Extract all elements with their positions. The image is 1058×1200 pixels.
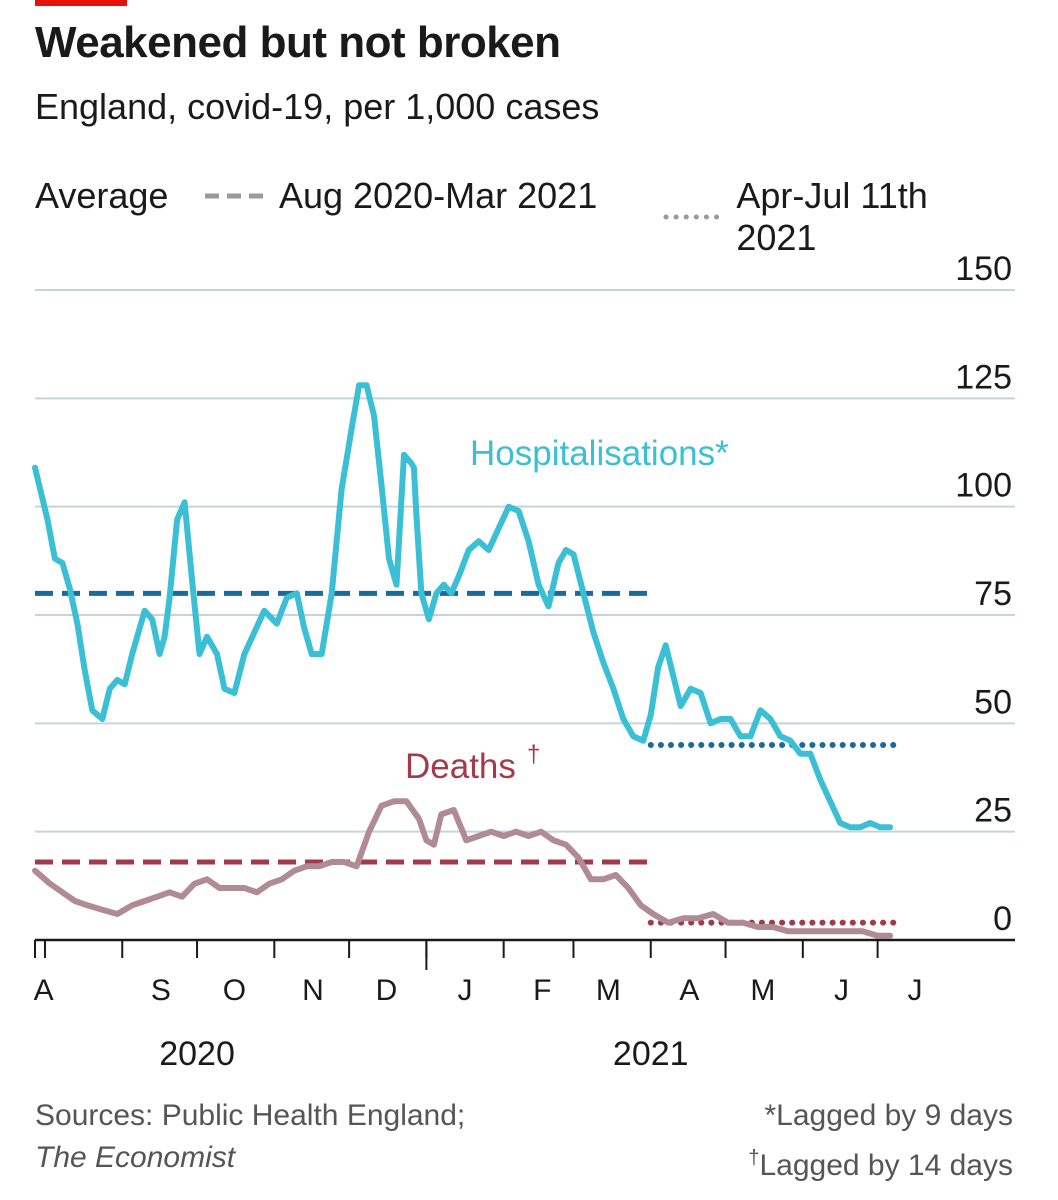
x-month-label: M bbox=[750, 974, 775, 1007]
footnotes: *Lagged by 9 days †Lagged by 14 days bbox=[748, 1095, 1013, 1187]
deaths-label: Deaths bbox=[405, 747, 516, 786]
legend-item-dashed-label: Aug 2020-Mar 2021 bbox=[279, 175, 598, 216]
y-tick-label: 0 bbox=[993, 900, 1012, 938]
x-month-label: J bbox=[908, 974, 923, 1007]
x-month-label: N bbox=[302, 974, 324, 1007]
y-tick-label: 100 bbox=[955, 467, 1012, 505]
hospitalisations-label: Hospitalisations* bbox=[470, 434, 729, 473]
legend-item-dotted-label: Apr-Jul 11th 2021 bbox=[736, 175, 928, 258]
footnote-hospitalisations: *Lagged by 9 days bbox=[764, 1099, 1013, 1132]
footnote-deaths-text: Lagged by 14 days bbox=[759, 1149, 1013, 1182]
legend-item-dotted: Apr-Jul 11th 2021 bbox=[663, 175, 1015, 259]
x-year-label: 2021 bbox=[613, 1035, 689, 1073]
x-month-label: J bbox=[834, 974, 849, 1007]
y-tick-label: 50 bbox=[974, 683, 1012, 721]
chart-subtitle: England, covid-19, per 1,000 cases bbox=[35, 86, 600, 127]
legend: Average Aug 2020-Mar 2021 Apr-Jul 11th 2… bbox=[35, 175, 1015, 258]
x-month-label: S bbox=[151, 974, 171, 1007]
sources: Sources: Public Health England; The Econ… bbox=[35, 1095, 465, 1179]
footnote-deaths-mark: † bbox=[748, 1147, 760, 1169]
chart-plot: 150 125 100 75 50 25 0 A S O N D J F M A M J J 2020 2021 Hosp… bbox=[32, 250, 1015, 1073]
x-month-label: F bbox=[533, 974, 551, 1007]
y-tick-label: 125 bbox=[955, 358, 1012, 396]
x-month-label: A bbox=[679, 974, 699, 1007]
footnote-deaths: †Lagged by 14 days bbox=[748, 1137, 1013, 1187]
legend-dotted-swatch bbox=[663, 214, 725, 220]
brand-tag bbox=[35, 0, 127, 6]
x-month-label: A bbox=[34, 974, 54, 1007]
deaths-label-mark: † bbox=[527, 741, 540, 768]
x-month-label: D bbox=[376, 974, 398, 1007]
legend-dashed-swatch bbox=[205, 193, 267, 199]
y-tick-label: 25 bbox=[974, 792, 1012, 830]
y-tick-label: 150 bbox=[955, 250, 1012, 288]
legend-label: Average bbox=[35, 175, 169, 216]
x-year-label: 2020 bbox=[159, 1035, 235, 1073]
y-tick-label: 75 bbox=[974, 575, 1012, 613]
x-month-label: M bbox=[596, 974, 621, 1007]
x-month-label: O bbox=[223, 974, 246, 1007]
chart-title: Weakened but not broken bbox=[35, 18, 561, 67]
legend-item-dashed: Aug 2020-Mar 2021 bbox=[205, 175, 597, 217]
sources-publication: The Economist bbox=[35, 1141, 236, 1174]
x-month-label: J bbox=[458, 974, 473, 1007]
hospitalisations-line bbox=[32, 382, 894, 831]
deaths-line bbox=[32, 798, 894, 939]
sources-text: Sources: Public Health England; bbox=[35, 1099, 466, 1132]
